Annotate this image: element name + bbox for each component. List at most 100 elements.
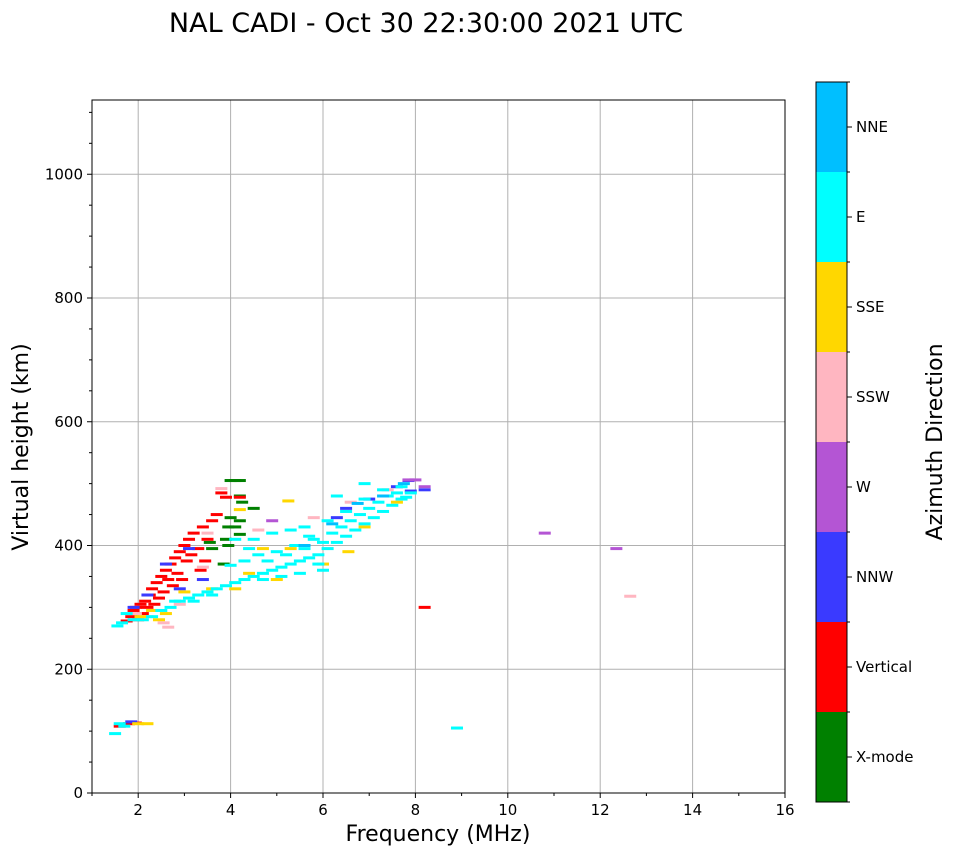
data-point	[152, 596, 165, 600]
data-point	[122, 722, 135, 726]
data-point	[166, 584, 179, 588]
data-point	[201, 590, 214, 594]
data-point	[183, 596, 196, 600]
data-point	[173, 550, 186, 554]
data-point	[210, 513, 223, 517]
data-point	[402, 478, 415, 482]
data-point	[132, 722, 145, 726]
colorbar-tick-label: W	[856, 478, 871, 496]
data-point	[206, 547, 219, 551]
data-point	[349, 528, 362, 532]
colorbar-segment	[816, 172, 847, 262]
data-point	[282, 499, 295, 503]
data-point	[326, 531, 339, 535]
data-point	[307, 516, 320, 520]
colorbar-tick-label: NNE	[856, 118, 888, 136]
data-point	[275, 574, 288, 578]
colorbar-tick-label: Vertical	[856, 658, 912, 676]
data-point	[169, 599, 182, 603]
data-point	[169, 556, 182, 560]
y-tick-label: 400	[54, 537, 83, 555]
colorbar-segment	[816, 442, 847, 532]
colorbar-tick-label: SSE	[856, 298, 885, 316]
data-point	[358, 522, 371, 526]
data-point	[233, 532, 246, 536]
data-point	[238, 578, 251, 582]
data-point	[252, 528, 265, 532]
series-w	[266, 478, 623, 551]
y-axis-ticks: 0 200 400 600 800 1000	[45, 111, 92, 802]
data-point	[159, 562, 172, 566]
data-point	[284, 547, 297, 551]
data-point	[238, 559, 251, 563]
data-point	[194, 568, 207, 572]
data-point	[236, 500, 249, 504]
data-point	[196, 578, 209, 582]
data-point	[148, 602, 161, 606]
data-point	[125, 720, 138, 724]
data-point	[173, 587, 186, 591]
data-point	[307, 537, 320, 541]
data-point	[284, 562, 297, 566]
data-point	[266, 531, 279, 535]
data-point	[109, 732, 122, 736]
colorbar-segment	[816, 82, 847, 172]
data-point	[400, 495, 413, 499]
data-point	[342, 550, 355, 554]
data-point	[252, 553, 265, 557]
data-point	[222, 544, 235, 547]
data-point	[409, 478, 422, 482]
data-point	[224, 516, 237, 520]
data-point	[418, 605, 431, 609]
data-point	[171, 571, 184, 575]
data-point	[247, 574, 260, 578]
data-point	[358, 497, 371, 501]
data-point	[224, 563, 237, 567]
data-point	[146, 608, 159, 612]
data-point	[275, 565, 288, 569]
data-point	[155, 608, 168, 612]
data-point	[243, 547, 256, 551]
data-point	[418, 485, 431, 489]
data-point	[377, 509, 390, 513]
data-point	[233, 479, 246, 483]
colorbar-tick-label: NNW	[856, 568, 893, 586]
data-point	[229, 587, 242, 591]
colorbar-label: Azimuth Direction	[923, 343, 948, 540]
colorbar-ticks: X-mode Vertical NNW W SSW SSE E NNE	[847, 81, 913, 803]
data-point	[293, 559, 306, 563]
data-point	[450, 726, 463, 730]
colorbar-segment	[816, 532, 847, 622]
data-point	[358, 525, 371, 529]
data-point	[157, 621, 170, 625]
y-axis-label: Virtual height (km)	[9, 343, 34, 550]
grid-lines	[92, 100, 785, 793]
data-point	[176, 578, 189, 582]
data-point	[141, 593, 154, 597]
data-point	[386, 503, 399, 507]
data-point	[141, 722, 154, 726]
data-point	[261, 559, 274, 563]
data-point	[206, 593, 219, 597]
data-point	[159, 612, 172, 616]
data-point	[159, 568, 172, 572]
y-tick-label: 600	[54, 413, 83, 431]
data-point	[129, 612, 142, 616]
data-point	[217, 562, 230, 566]
data-point	[335, 525, 348, 529]
data-point	[247, 537, 260, 541]
data-point	[183, 537, 196, 541]
data-point	[146, 615, 159, 619]
data-point	[340, 506, 353, 510]
data-point	[610, 547, 623, 551]
data-point	[173, 602, 186, 606]
data-point	[196, 525, 209, 529]
data-point	[312, 553, 325, 557]
data-point	[397, 482, 410, 486]
data-point	[243, 571, 256, 575]
data-point	[233, 508, 246, 512]
data-point	[203, 540, 216, 544]
data-point	[367, 516, 380, 520]
data-point	[340, 534, 353, 538]
